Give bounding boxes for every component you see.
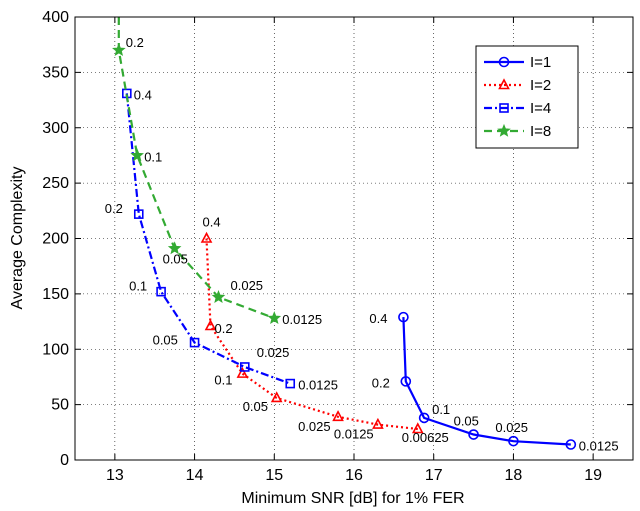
y-tick-label: 300 [42,120,69,137]
y-tick-label: 150 [42,286,69,303]
x-tick-label: 14 [186,467,204,484]
x-tick-label: 16 [345,467,363,484]
data-point [211,290,226,303]
point-label: 0.2 [126,35,144,50]
point-label: 0.4 [134,87,152,102]
legend-marker [498,56,510,68]
data-point [468,429,479,440]
data-point [400,376,412,387]
data-point [285,378,296,389]
y-tick-label: 0 [60,452,69,469]
x-tick-label: 19 [584,467,602,484]
point-label: 0.4 [203,215,221,230]
data-point [156,286,166,297]
series-1 [398,311,577,450]
legend-marker [498,78,510,90]
data-point [270,391,283,403]
data-point [332,410,344,422]
series-line [205,238,418,431]
data-point [267,311,282,325]
data-point [167,241,182,255]
y-tick-label: 100 [42,341,69,358]
point-label: 0.025 [495,420,528,435]
series-layer [112,17,577,450]
point-label: 0.2 [215,321,233,336]
data-point [372,417,384,429]
legend: I=1 I=2 I=4 I=8 [475,45,579,149]
data-point [418,412,430,424]
data-point [411,422,424,434]
data-point [200,231,213,243]
point-label: 0.0125 [282,312,322,327]
series-3 [122,88,296,389]
point-label: 0.05 [454,414,479,429]
point-label: 0.00625 [402,430,449,445]
x-tick-label: 17 [425,467,443,484]
x-axis-label: Minimum SNR [dB] for 1% FER [241,490,464,507]
legend-entry: I=4 [484,100,551,117]
legend-entry: I=2 [484,77,551,94]
series-2 [200,231,424,434]
point-label: 0.05 [243,399,268,414]
point-label: 0.0125 [298,378,338,393]
point-label: 0.0125 [334,427,374,442]
point-label: 0.05 [153,333,178,348]
point-label: 0.2 [372,375,390,390]
legend-entry: I=1 [484,54,551,71]
data-point [189,337,200,348]
data-point [130,148,144,162]
legend-marker [499,103,509,113]
ticks: 13 14 15 16 17 18 19 0 50 100 150 200 250 300 350 400 [42,9,633,484]
y-tick-label: 400 [42,9,69,26]
point-label: 0.1 [432,402,450,417]
data-point [112,43,126,57]
data-point [239,362,250,372]
series-4 [112,17,282,325]
annotations: 0.40.20.10.05 0.0250.01250.40.20.10.050.0… [105,35,619,453]
data-point [133,209,144,219]
point-label: 0.2 [105,201,123,216]
legend-marker [497,123,511,137]
point-label: 0.025 [231,278,264,293]
legend-label: I=2 [530,77,551,94]
data-point [236,366,249,378]
point-label: 0.05 [163,252,188,267]
data-point [508,435,519,447]
series-line [402,317,571,446]
data-point [565,439,577,450]
y-tick-label: 50 [51,397,69,414]
point-label: 0.0125 [579,439,619,454]
legend-entry: I=8 [484,123,551,140]
legend-label: I=8 [530,123,551,140]
data-point [204,319,217,331]
data-point [398,311,409,323]
x-tick-label: 13 [106,467,124,484]
y-tick-label: 200 [42,231,69,248]
point-label: 0.1 [214,373,232,388]
legend-label: I=1 [530,54,551,71]
y-axis-label: Average Complexity [9,167,26,310]
x-tick-label: 15 [265,467,283,484]
y-tick-label: 250 [42,175,69,192]
point-label: 0.025 [298,419,331,434]
point-label: 0.025 [257,345,290,360]
point-label: 0.4 [369,311,387,326]
legend-label: I=4 [530,100,551,117]
x-tick-label: 18 [505,467,523,484]
y-tick-label: 350 [42,64,69,81]
point-label: 0.1 [144,149,162,164]
series-line [125,93,291,385]
point-label: 0.1 [129,279,147,294]
